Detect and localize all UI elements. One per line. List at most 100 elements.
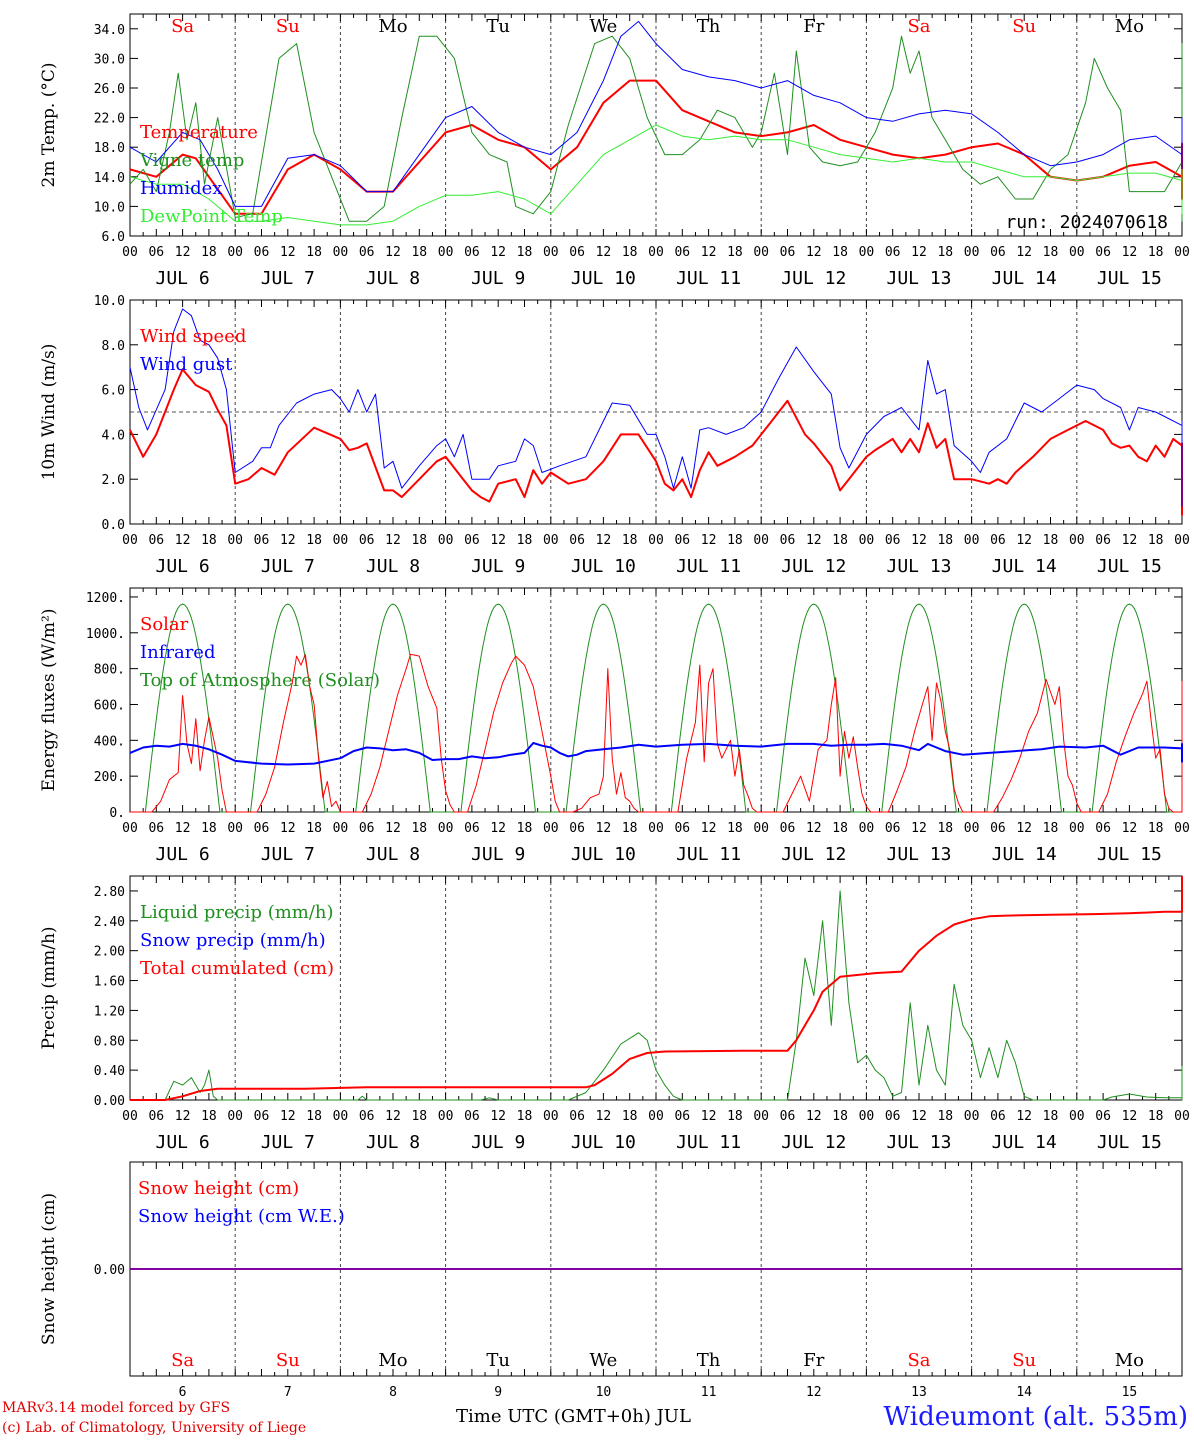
x-hour-label: 12 bbox=[911, 533, 927, 548]
y-axis-label: 10m Wind (m/s) bbox=[39, 344, 59, 481]
x-date-label: JUL 9 bbox=[471, 844, 525, 865]
x-date-label: JUL 13 bbox=[886, 1132, 951, 1153]
x-date-label: JUL 14 bbox=[992, 844, 1057, 865]
legend-entry: Snow precip (mm/h) bbox=[140, 930, 326, 951]
x-day-number: 15 bbox=[1122, 1385, 1138, 1400]
y-tick-label: 10.0 bbox=[94, 294, 125, 309]
legend-entry: Vigne temp bbox=[139, 150, 244, 171]
x-hour-label: 18 bbox=[622, 245, 638, 260]
x-hour-label: 12 bbox=[701, 821, 717, 836]
x-hour-label: 18 bbox=[622, 821, 638, 836]
x-date-label: JUL 12 bbox=[781, 1132, 846, 1153]
y-tick-label: 2.00 bbox=[94, 945, 125, 960]
x-hour-label: 18 bbox=[201, 1109, 217, 1124]
x-hour-label: 00 bbox=[122, 821, 138, 836]
x-hour-label: 18 bbox=[517, 821, 533, 836]
x-hour-label: 00 bbox=[122, 533, 138, 548]
x-hour-label: 12 bbox=[806, 1109, 822, 1124]
x-day-number: 10 bbox=[596, 1385, 612, 1400]
x-date-label: JUL 10 bbox=[571, 556, 636, 577]
y-tick-label: 2.40 bbox=[94, 915, 125, 930]
x-date-label: JUL 12 bbox=[781, 268, 846, 289]
day-abbr-label: We bbox=[590, 16, 618, 37]
x-hour-label: 00 bbox=[964, 821, 980, 836]
x-day-number: 11 bbox=[701, 1385, 717, 1400]
x-hour-label: 06 bbox=[885, 821, 901, 836]
x-hour-label: 06 bbox=[990, 533, 1006, 548]
x-day-number: 9 bbox=[494, 1385, 502, 1400]
x-hour-label: 06 bbox=[464, 821, 480, 836]
x-hour-label: 12 bbox=[490, 245, 506, 260]
x-hour-label: 00 bbox=[1069, 1109, 1085, 1124]
x-hour-label: 06 bbox=[569, 1109, 585, 1124]
day-abbr-label: Fr bbox=[803, 16, 824, 37]
x-hour-label: 06 bbox=[148, 1109, 164, 1124]
x-hour-label: 00 bbox=[543, 245, 559, 260]
series-line-liquid-precip-mm-h- bbox=[130, 890, 1183, 1101]
x-hour-label: 06 bbox=[674, 245, 690, 260]
y-tick-label: 200. bbox=[94, 770, 125, 785]
x-hour-label: 06 bbox=[885, 533, 901, 548]
x-hour-label: 00 bbox=[1174, 533, 1190, 548]
x-hour-label: 12 bbox=[596, 245, 612, 260]
run-label: run: 2024070618 bbox=[1005, 212, 1168, 233]
day-abbr-label: Su bbox=[276, 16, 300, 37]
x-hour-label: 00 bbox=[227, 533, 243, 548]
y-tick-label: 0.80 bbox=[94, 1034, 125, 1049]
x-date-label: JUL 6 bbox=[156, 1132, 210, 1153]
x-date-label: JUL 7 bbox=[261, 268, 315, 289]
panel-frame bbox=[129, 587, 1183, 813]
x-date-label: JUL 14 bbox=[992, 1132, 1057, 1153]
x-hour-label: 18 bbox=[411, 821, 427, 836]
legend-entry: Wind gust bbox=[140, 354, 233, 375]
x-hour-label: 06 bbox=[359, 821, 375, 836]
legend-entry: Humidex bbox=[140, 178, 222, 199]
x-hour-label: 18 bbox=[937, 533, 953, 548]
x-date-label: JUL 15 bbox=[1097, 844, 1162, 865]
x-hour-label: 18 bbox=[1043, 533, 1059, 548]
x-hour-label: 18 bbox=[517, 1109, 533, 1124]
y-tick-label: 6.0 bbox=[102, 230, 125, 245]
day-abbr-label: Mo bbox=[1115, 16, 1144, 37]
x-hour-label: 06 bbox=[359, 1109, 375, 1124]
x-hour-label: 00 bbox=[964, 1109, 980, 1124]
x-date-label: JUL 15 bbox=[1097, 556, 1162, 577]
x-date-label: JUL 15 bbox=[1097, 1132, 1162, 1153]
x-date-label: JUL 15 bbox=[1097, 268, 1162, 289]
x-hour-label: 06 bbox=[990, 245, 1006, 260]
legend-entry: Solar bbox=[140, 614, 189, 635]
day-abbr-label: Mo bbox=[378, 16, 407, 37]
x-date-label: JUL 11 bbox=[676, 268, 741, 289]
x-hour-label: 18 bbox=[201, 245, 217, 260]
x-hour-label: 12 bbox=[175, 821, 191, 836]
x-hour-label: 12 bbox=[1016, 245, 1032, 260]
y-tick-label: 22.0 bbox=[94, 112, 125, 127]
x-hour-label: 06 bbox=[569, 821, 585, 836]
day-abbr-label: Mo bbox=[1115, 1350, 1144, 1371]
x-day-number: 7 bbox=[284, 1385, 292, 1400]
x-date-label: JUL 7 bbox=[261, 1132, 315, 1153]
x-hour-label: 18 bbox=[727, 1109, 743, 1124]
day-abbr-label: We bbox=[590, 1350, 618, 1371]
x-hour-label: 18 bbox=[1043, 245, 1059, 260]
y-tick-label: 0.00 bbox=[94, 1263, 125, 1278]
x-hour-label: 00 bbox=[1174, 1109, 1190, 1124]
x-hour-label: 06 bbox=[885, 245, 901, 260]
y-tick-label: 0. bbox=[109, 806, 125, 821]
x-hour-label: 00 bbox=[438, 533, 454, 548]
x-hour-label: 06 bbox=[569, 533, 585, 548]
x-date-label: JUL 8 bbox=[366, 556, 420, 577]
legend-entry: Wind speed bbox=[140, 326, 246, 347]
x-hour-label: 12 bbox=[1122, 245, 1138, 260]
x-hour-label: 12 bbox=[490, 1109, 506, 1124]
y-axis-label: Precip (mm/h) bbox=[39, 926, 59, 1049]
day-abbr-label: Sa bbox=[171, 1350, 194, 1371]
legend-entry: Total cumulated (cm) bbox=[140, 958, 334, 979]
x-hour-label: 00 bbox=[1069, 245, 1085, 260]
y-tick-label: 30.0 bbox=[94, 52, 125, 67]
x-hour-label: 06 bbox=[569, 245, 585, 260]
x-hour-label: 06 bbox=[674, 1109, 690, 1124]
x-hour-label: 18 bbox=[306, 533, 322, 548]
x-date-label: JUL 9 bbox=[471, 1132, 525, 1153]
